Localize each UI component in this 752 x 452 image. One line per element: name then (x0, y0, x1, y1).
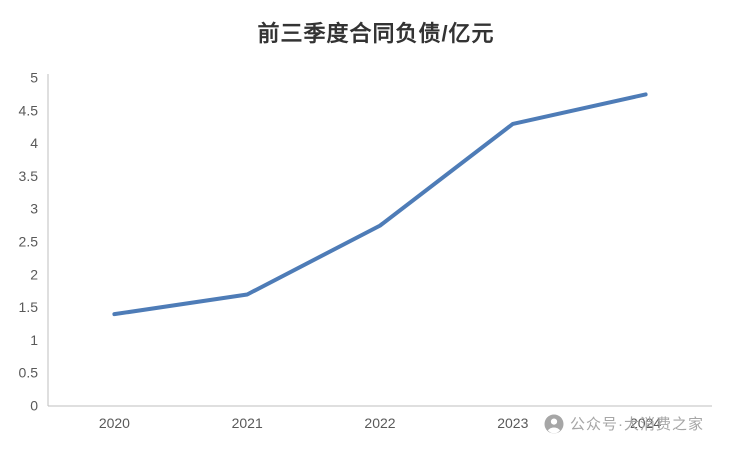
y-tick-label: 3.5 (19, 168, 39, 184)
y-tick-label: 0.5 (19, 365, 39, 381)
x-tick-label: 2022 (364, 415, 395, 431)
y-tick-label: 3 (30, 201, 38, 217)
y-tick-label: 4.5 (19, 102, 39, 118)
y-tick-label: 2 (30, 266, 38, 282)
x-tick-label: 2024 (630, 415, 661, 431)
person-badge-icon (544, 414, 564, 434)
y-tick-label: 5 (30, 70, 38, 86)
watermark: 公众号·大消费之家 (544, 413, 704, 434)
chart-title: 前三季度合同负债/亿元 (257, 21, 495, 46)
y-tick-label: 4 (30, 135, 38, 151)
y-tick-label: 0 (30, 398, 38, 414)
x-tick-label: 2023 (497, 415, 528, 431)
x-tick-label: 2021 (232, 415, 263, 431)
watermark-text: 公众号·大消费之家 (570, 416, 704, 433)
y-tick-label: 1.5 (19, 299, 39, 315)
y-tick-label: 2.5 (19, 234, 39, 250)
y-tick-label: 1 (30, 332, 38, 348)
x-tick-label: 2020 (99, 415, 130, 431)
series-line (112, 92, 648, 317)
